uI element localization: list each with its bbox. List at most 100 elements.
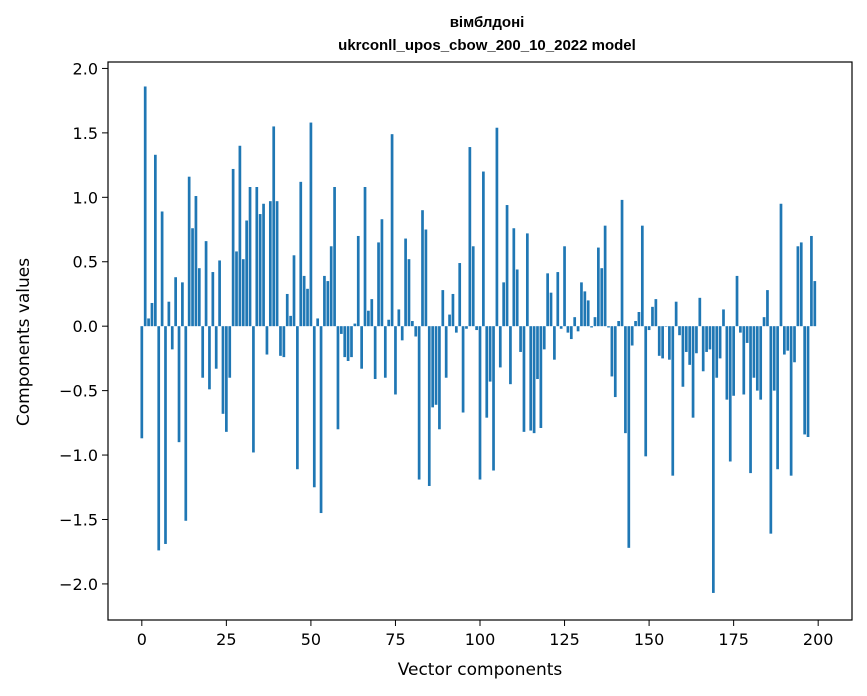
bar-130 [580,282,583,327]
chart-title-line1: вімблдоні [450,14,525,31]
bar-96 [465,326,468,329]
bar-170 [715,326,719,378]
bar-183 [759,326,763,400]
bar-74 [390,134,394,327]
bar-26 [228,326,232,378]
bar-75 [394,326,397,395]
bar-30 [241,259,245,327]
bar-55 [326,281,330,327]
bar-13 [184,326,188,521]
bar-110 [512,228,516,327]
bar-84 [424,229,428,327]
bar-81 [414,326,418,337]
bar-162 [688,326,692,365]
x-tick-label: 50 [301,630,321,649]
bar-87 [434,326,438,405]
bar-111 [515,269,519,327]
bar-159 [678,326,681,336]
y-tick-label: −0.5 [59,382,98,401]
bar-24 [221,326,225,414]
bar-141 [617,321,621,327]
bar-196 [803,326,807,435]
bar-86 [431,326,435,408]
bar-140 [613,326,617,398]
bar-154 [661,326,664,359]
bar-19 [204,241,208,327]
bar-144 [627,326,631,548]
bar-98 [471,246,475,327]
bar-64 [356,235,360,327]
bar-23 [218,260,221,327]
y-axis-label: Components values [14,258,34,426]
bar-136 [600,268,604,327]
bar-91 [448,314,451,327]
bar-70 [377,242,380,327]
bar-99 [475,326,478,331]
bar-191 [786,326,790,351]
y-tick-label: −2.0 [59,575,98,594]
bar-8 [167,301,171,327]
bar-52 [316,318,320,327]
bar-40 [275,201,279,327]
bar-169 [711,326,715,593]
bar-146 [634,321,637,327]
bar-103 [488,326,492,382]
bar-82 [417,326,421,480]
bar-60 [343,326,347,358]
bar-25 [225,326,228,432]
bar-58 [336,326,340,430]
bar-80 [411,321,414,327]
bar-90 [444,326,448,378]
bar-168 [708,326,712,350]
bar-188 [776,326,779,470]
bar-41 [279,326,282,356]
bar-120 [546,273,549,327]
bar-174 [728,326,732,462]
bar-69 [373,326,377,380]
bar-47 [299,181,303,327]
bar-102 [485,326,489,418]
chart-title-line2: ukrconll_upos_cbow_200_10_2022 model [338,37,636,54]
x-tick-label: 175 [718,630,749,649]
bar-101 [482,171,485,327]
bar-106 [498,326,502,368]
y-tick-label: 2.0 [73,59,98,78]
bar-152 [654,299,658,327]
bar-128 [573,317,577,327]
bar-126 [566,326,570,333]
bar-17 [197,268,201,327]
bar-134 [593,317,597,327]
bar-37 [265,326,269,355]
x-tick-label: 150 [634,630,665,649]
bar-88 [438,326,441,430]
bar-114 [525,233,529,327]
bar-176 [735,275,739,327]
bar-135 [597,247,600,327]
bar-42 [282,326,286,358]
bar-28 [235,251,238,327]
bar-177 [739,326,742,333]
bar-129 [576,326,580,332]
bar-198 [810,235,813,327]
bar-15 [191,228,194,327]
bar-27 [231,168,235,327]
bar-157 [671,326,675,476]
bar-121 [549,292,553,327]
bar-117 [536,326,539,380]
x-axis-label: Vector components [398,660,563,680]
bar-54 [323,275,326,327]
bar-34 [255,187,259,327]
bar-100 [478,326,482,480]
x-tick-label: 75 [385,630,405,649]
bar-38 [268,201,272,327]
bar-0 [140,326,144,439]
bar-97 [468,147,472,327]
bar-142 [620,199,624,327]
bar-61 [346,326,350,361]
bar-12 [181,282,184,327]
bar-143 [624,326,627,434]
bar-193 [793,326,796,363]
bar-173 [725,326,729,400]
bar-66 [363,187,367,327]
